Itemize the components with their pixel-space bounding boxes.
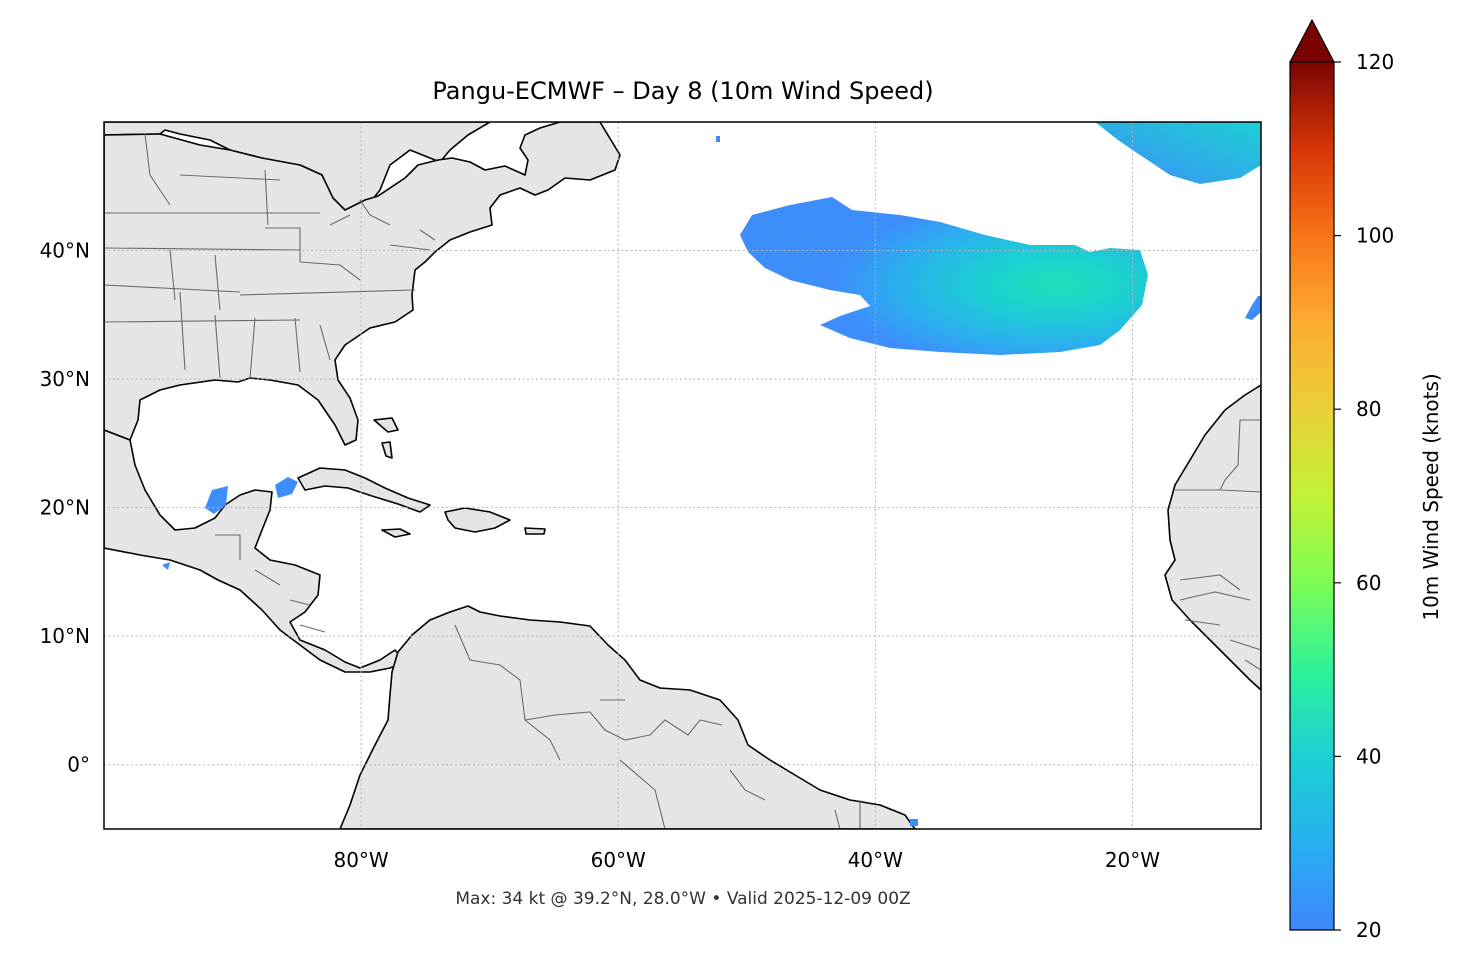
- colorbar-frame: [1289, 62, 1335, 931]
- colorbar-tick-label: 20: [1356, 918, 1381, 942]
- lon-tick-label: 80°W: [333, 848, 388, 872]
- lon-tick-label: 60°W: [591, 848, 646, 872]
- map-frame: [103, 121, 1262, 830]
- map-title: Pangu-ECMWF – Day 8 (10m Wind Speed): [432, 77, 933, 105]
- wind-region-central-atlantic: [740, 197, 1148, 355]
- wind-region-yucatan: [162, 477, 298, 570]
- lat-tick-label: 30°N: [40, 367, 90, 391]
- footer-caption: Max: 34 kt @ 39.2°N, 28.0°W • Valid 2025…: [455, 889, 910, 909]
- land-jamaica: [381, 528, 411, 538]
- wind-region-north-atlantic: [1095, 122, 1261, 184]
- colorbar-tick-label: 100: [1356, 224, 1394, 248]
- land-africa: [1164, 384, 1261, 691]
- colorbar-tick-label: 40: [1356, 744, 1381, 768]
- lon-tick-label: 20°W: [1105, 848, 1160, 872]
- wind-field: [162, 122, 1261, 826]
- colorbar-tick-label: 120: [1356, 50, 1394, 74]
- colorbar-gradient: [1290, 62, 1334, 930]
- land-puerto-rico: [524, 527, 546, 535]
- lon-tick-label: 40°W: [848, 848, 903, 872]
- wind-region-azores-edge: [1245, 296, 1261, 320]
- land-us-east: [104, 122, 621, 446]
- longitude-tick-labels: 80°W 60°W 40°W 20°W: [333, 848, 1160, 872]
- map-panel: [104, 122, 1261, 829]
- land-mexico-central-america: [104, 429, 406, 673]
- latitude-tick-labels: 0° 10°N 20°N 30°N 40°N: [40, 239, 90, 777]
- lat-tick-label: 10°N: [40, 624, 90, 648]
- colorbar-label: 10m Wind Speed (knots): [1419, 373, 1443, 620]
- colorbar-extend-arrow: [1289, 18, 1335, 63]
- land-cuba: [297, 467, 431, 513]
- lat-tick-label: 0°: [67, 753, 90, 777]
- wind-region-brazil-coast: [910, 819, 918, 826]
- lat-tick-label: 20°N: [40, 496, 90, 520]
- admin-borders: [104, 133, 1261, 829]
- colorbar: 20 40 60 80 100 120 10m Wind Speed (knots): [1289, 18, 1443, 942]
- colorbar-tick-label: 80: [1356, 397, 1381, 421]
- land-bahamas: [373, 417, 399, 459]
- wind-region-canada: [716, 136, 720, 142]
- colorbar-tick-label: 60: [1356, 571, 1381, 595]
- land-hispaniola: [444, 507, 511, 533]
- gridlines: [104, 122, 1261, 829]
- lat-tick-label: 40°N: [40, 239, 90, 263]
- colorbar-ticks: 20 40 60 80 100 120: [1334, 50, 1394, 942]
